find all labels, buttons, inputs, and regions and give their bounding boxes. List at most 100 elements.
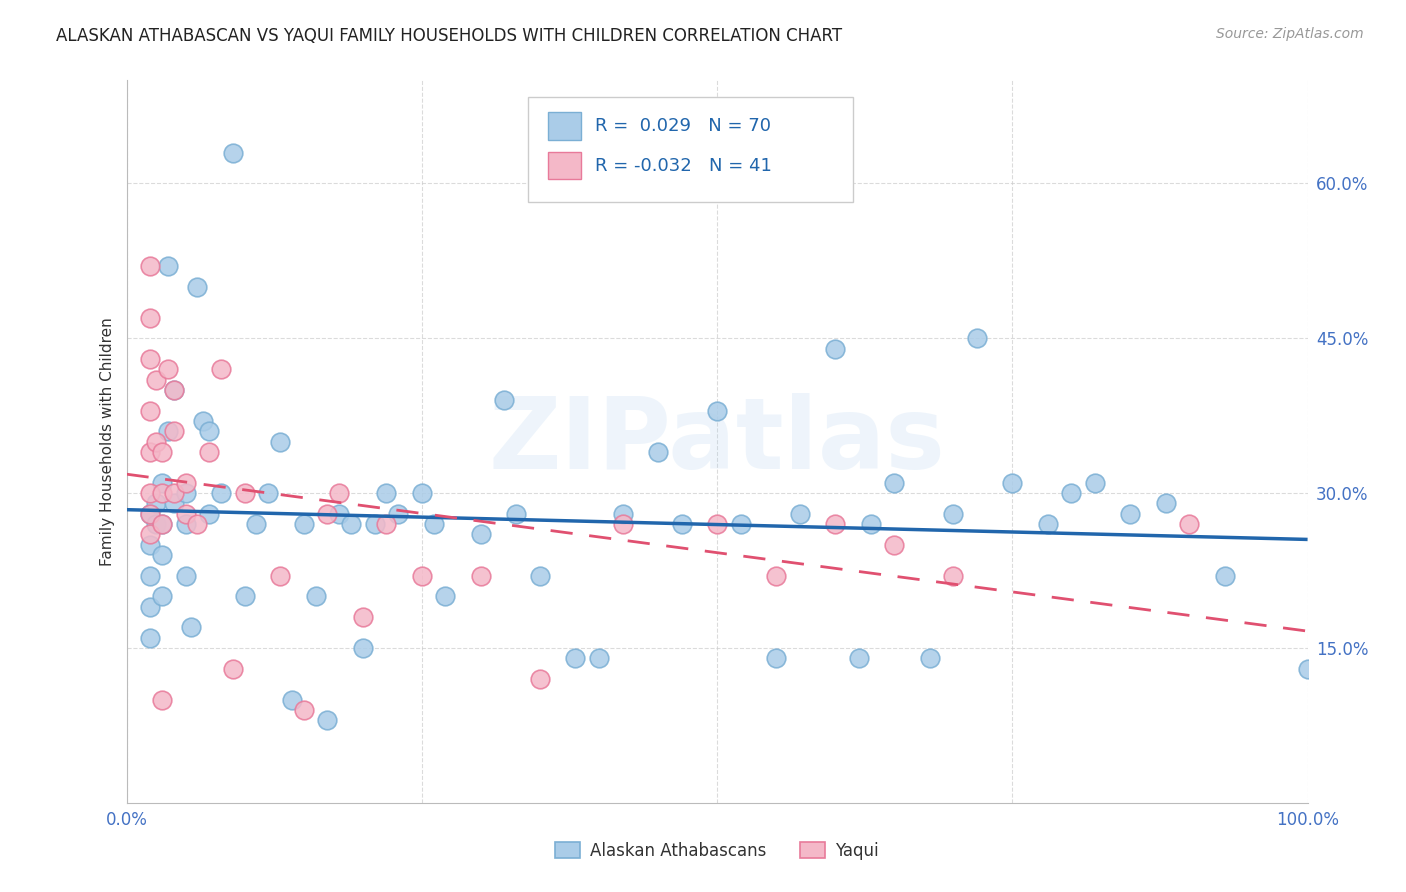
Point xyxy=(375,486,398,500)
Point xyxy=(1060,486,1083,500)
Point xyxy=(292,703,315,717)
Point xyxy=(328,507,350,521)
Point xyxy=(163,496,186,510)
Point xyxy=(1154,496,1177,510)
Point xyxy=(150,590,173,604)
Point xyxy=(186,279,208,293)
Point xyxy=(156,259,179,273)
Point xyxy=(180,620,202,634)
Point xyxy=(1001,475,1024,490)
Point xyxy=(352,610,374,624)
Point xyxy=(1084,475,1107,490)
Point xyxy=(564,651,586,665)
Point xyxy=(163,424,186,438)
Point xyxy=(470,568,492,582)
Point xyxy=(145,434,167,449)
Point xyxy=(257,486,280,500)
Point xyxy=(139,403,162,417)
Point xyxy=(612,517,634,532)
Point xyxy=(139,599,162,614)
Point xyxy=(139,568,162,582)
Point xyxy=(222,662,245,676)
Point xyxy=(671,517,693,532)
Text: Source: ZipAtlas.com: Source: ZipAtlas.com xyxy=(1216,27,1364,41)
Point xyxy=(387,507,409,521)
Text: ALASKAN ATHABASCAN VS YAQUI FAMILY HOUSEHOLDS WITH CHILDREN CORRELATION CHART: ALASKAN ATHABASCAN VS YAQUI FAMILY HOUSE… xyxy=(56,27,842,45)
Point xyxy=(198,424,221,438)
Point xyxy=(765,651,787,665)
Point xyxy=(824,517,846,532)
Point xyxy=(1296,662,1319,676)
Point xyxy=(942,507,965,521)
Legend: Alaskan Athabascans, Yaqui: Alaskan Athabascans, Yaqui xyxy=(548,836,886,867)
Point xyxy=(411,486,433,500)
Point xyxy=(706,517,728,532)
Point xyxy=(883,475,905,490)
Point xyxy=(139,507,162,521)
Point xyxy=(340,517,363,532)
Point xyxy=(139,527,162,541)
Point xyxy=(174,568,197,582)
Point xyxy=(612,507,634,521)
Text: ZIPatlas: ZIPatlas xyxy=(489,393,945,490)
Point xyxy=(174,517,197,532)
Point xyxy=(494,393,516,408)
FancyBboxPatch shape xyxy=(548,152,581,179)
Point xyxy=(233,590,256,604)
Point xyxy=(316,507,339,521)
Point xyxy=(824,342,846,356)
Point xyxy=(529,672,551,686)
Point xyxy=(304,590,326,604)
Text: R = -0.032   N = 41: R = -0.032 N = 41 xyxy=(595,156,772,175)
Point xyxy=(174,507,197,521)
Point xyxy=(174,475,197,490)
Point xyxy=(1213,568,1236,582)
Point xyxy=(198,445,221,459)
Y-axis label: Family Households with Children: Family Households with Children xyxy=(100,318,115,566)
Point xyxy=(375,517,398,532)
Point xyxy=(139,259,162,273)
Point xyxy=(269,434,291,449)
Point xyxy=(150,517,173,532)
Point xyxy=(316,713,339,727)
Point xyxy=(222,145,245,160)
Point xyxy=(233,486,256,500)
Point xyxy=(730,517,752,532)
Point xyxy=(422,517,444,532)
Point xyxy=(706,403,728,417)
Point xyxy=(281,692,304,706)
Point xyxy=(150,445,173,459)
Point xyxy=(789,507,811,521)
Point xyxy=(1178,517,1201,532)
Point xyxy=(139,631,162,645)
Point xyxy=(145,517,167,532)
Point xyxy=(186,517,208,532)
Point xyxy=(411,568,433,582)
Point xyxy=(292,517,315,532)
Point xyxy=(156,424,179,438)
Point xyxy=(139,486,162,500)
Point xyxy=(139,351,162,366)
Point xyxy=(139,507,162,521)
Point xyxy=(150,548,173,562)
Point xyxy=(174,486,197,500)
Point xyxy=(434,590,457,604)
Point xyxy=(470,527,492,541)
Point xyxy=(352,640,374,655)
Point xyxy=(245,517,267,532)
Point xyxy=(269,568,291,582)
FancyBboxPatch shape xyxy=(529,97,853,202)
Point xyxy=(150,517,173,532)
Point xyxy=(765,568,787,582)
Point xyxy=(942,568,965,582)
Point xyxy=(156,362,179,376)
Point xyxy=(163,383,186,397)
Point xyxy=(163,486,186,500)
Point xyxy=(883,538,905,552)
Point xyxy=(150,475,173,490)
Point xyxy=(193,414,215,428)
Point xyxy=(145,496,167,510)
Point xyxy=(1036,517,1059,532)
Point xyxy=(1119,507,1142,521)
Point xyxy=(150,692,173,706)
